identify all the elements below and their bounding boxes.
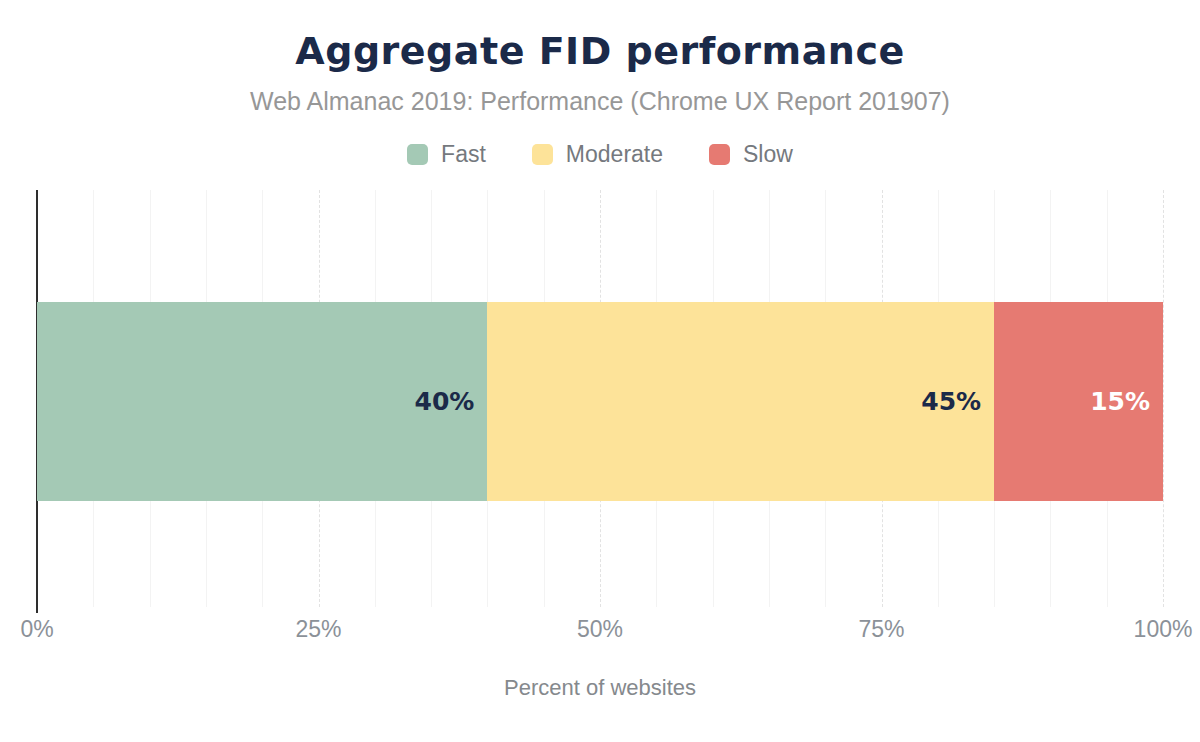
bar-segment-slow[interactable]: 15% bbox=[994, 302, 1163, 501]
chart-subtitle: Web Almanac 2019: Performance (Chrome UX… bbox=[0, 87, 1200, 115]
legend-item-slow[interactable]: Slow bbox=[709, 141, 793, 168]
bar-segment-moderate[interactable]: 45% bbox=[487, 302, 994, 501]
x-tick-label-75: 75% bbox=[858, 616, 904, 643]
legend-label: Fast bbox=[441, 141, 486, 168]
x-axis-title: Percent of websites bbox=[37, 675, 1163, 701]
legend-swatch-moderate bbox=[532, 144, 553, 165]
bar-segment-value-label: 15% bbox=[1090, 387, 1150, 416]
x-tick-label-50: 50% bbox=[577, 616, 623, 643]
legend-item-moderate[interactable]: Moderate bbox=[532, 141, 663, 168]
legend-swatch-fast bbox=[407, 144, 428, 165]
bar-segment-value-label: 40% bbox=[415, 387, 475, 416]
plot-area: 40%45%15% 0%25%50%75%100% Percent of web… bbox=[37, 190, 1163, 607]
bar-segment-fast[interactable]: 40% bbox=[37, 302, 487, 501]
major-gridline-100 bbox=[1163, 190, 1164, 607]
x-tick-label-25: 25% bbox=[295, 616, 341, 643]
chart-container: Aggregate FID performance Web Almanac 20… bbox=[0, 0, 1200, 742]
legend-label: Slow bbox=[743, 141, 793, 168]
legend-label: Moderate bbox=[566, 141, 663, 168]
legend-swatch-slow bbox=[709, 144, 730, 165]
bar-segment-value-label: 45% bbox=[921, 387, 981, 416]
legend-item-fast[interactable]: Fast bbox=[407, 141, 486, 168]
x-tick-label-100: 100% bbox=[1134, 616, 1193, 643]
stacked-bar: 40% 45% 15% bbox=[37, 302, 1163, 501]
chart-title: Aggregate FID performance bbox=[0, 0, 1200, 74]
legend: Fast Moderate Slow bbox=[0, 141, 1200, 167]
x-tick-label-0: 0% bbox=[20, 616, 53, 643]
